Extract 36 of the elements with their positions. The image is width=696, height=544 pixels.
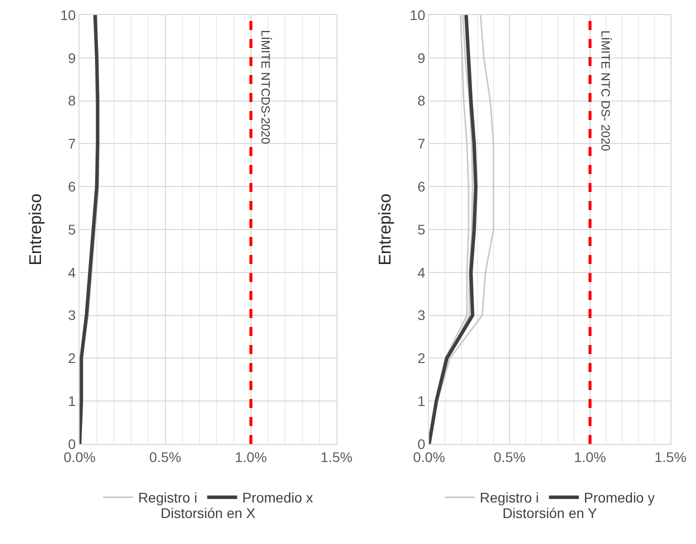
y-tick-label: 2 (418, 350, 426, 366)
y-tick-label: 3 (418, 307, 426, 324)
legend-label: Registro i (480, 490, 539, 506)
y-tick-label: 7 (68, 136, 76, 152)
y-tick-label: 5 (68, 221, 76, 238)
y-tick-label: 1 (68, 393, 76, 409)
y-tick-label: 4 (418, 264, 426, 280)
y-tick-label: 7 (418, 136, 426, 152)
x-tick-label: 1.0% (234, 448, 267, 465)
y-tick-label: 9 (68, 50, 76, 66)
y-axis-title: Entrepiso (375, 194, 394, 266)
y-tick-label: 5 (418, 221, 426, 238)
y-tick-label: 10 (60, 6, 76, 23)
x-tick-label: 1.0% (574, 448, 606, 465)
x-axis-title: Distorsión en X (160, 505, 256, 522)
x-axis-title: Distorsión en Y (502, 505, 598, 522)
y-tick-label: 6 (418, 178, 426, 194)
y-tick-label: 6 (68, 178, 76, 194)
y-tick-label: 2 (68, 350, 76, 366)
y-tick-label: 9 (418, 50, 426, 66)
x-tick-label: 0.5% (494, 448, 526, 465)
legend-label: Registro i (138, 490, 198, 506)
y-axis-title: Entrepiso (26, 194, 45, 266)
legend-label: Promedio y (584, 490, 655, 506)
y-tick-label: 4 (68, 264, 76, 280)
y-tick-label: 1 (418, 393, 426, 409)
ref-line-label: LÍMITE NTC DS- 2020 (598, 30, 612, 152)
ref-line-label: LÍMITE NTCDS-2020 (258, 30, 273, 144)
x-tick-label: 0.5% (149, 448, 182, 465)
x-tick-label: 1.5% (654, 448, 686, 465)
y-tick-label: 8 (68, 92, 76, 109)
x-tick-label: 1.5% (320, 448, 352, 465)
legend-label: Promedio x (242, 490, 314, 506)
y-tick-label: 8 (418, 92, 426, 109)
y-tick-label: 10 (410, 6, 426, 23)
y-tick-label: 3 (68, 307, 76, 324)
